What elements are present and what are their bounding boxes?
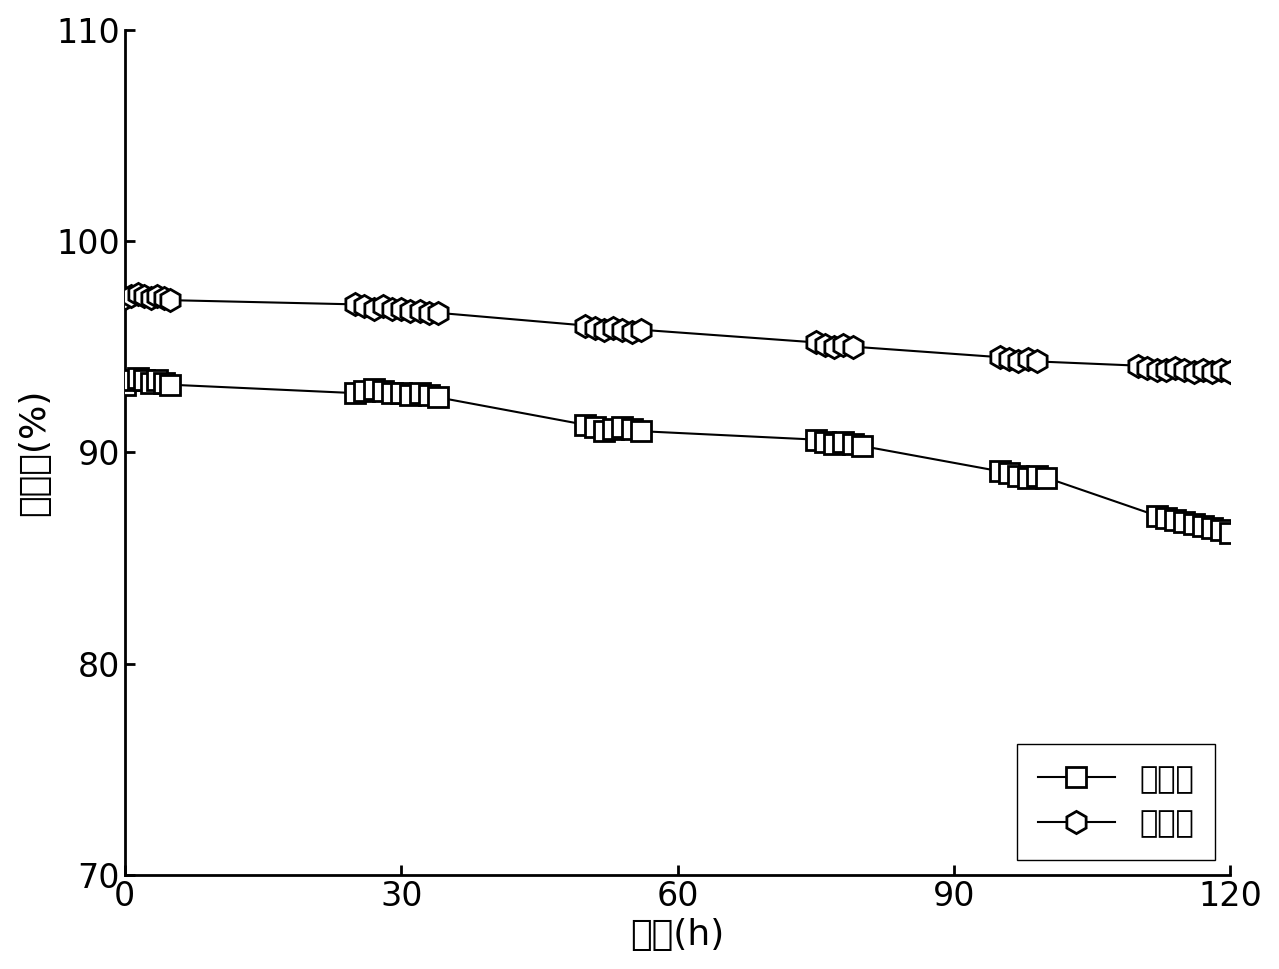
Legend: 无超声, 有超声: 无超声, 有超声 xyxy=(1017,743,1215,860)
X-axis label: 时间(h): 时间(h) xyxy=(631,919,725,953)
Y-axis label: 转化率(%): 转化率(%) xyxy=(17,389,51,516)
